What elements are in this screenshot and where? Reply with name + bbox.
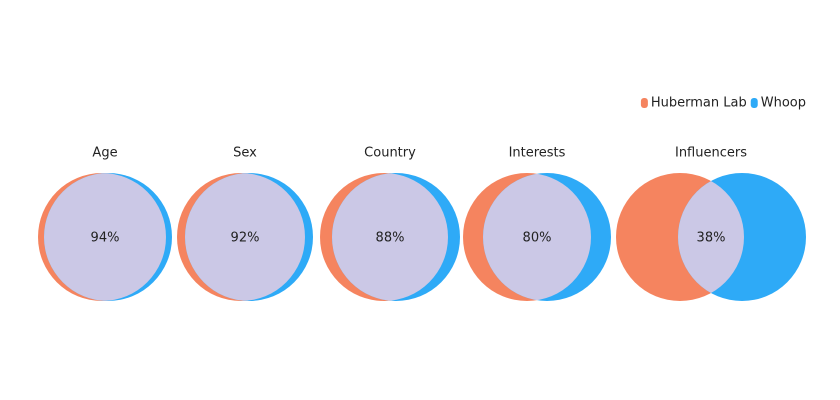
overlap: [185, 173, 305, 301]
category-label: Age: [92, 146, 117, 161]
value-label: 94%: [91, 231, 120, 246]
value-label: 88%: [376, 231, 405, 246]
overlap: [483, 173, 591, 301]
overlap: [332, 173, 448, 301]
value-label: 80%: [523, 231, 552, 246]
category-label: Influencers: [675, 146, 747, 161]
overlap: [44, 173, 166, 301]
category-label: Country: [364, 146, 416, 161]
overlap: [678, 173, 744, 301]
category-label: Sex: [233, 146, 257, 161]
legend-label: Huberman Lab: [651, 96, 747, 111]
legend-label: Whoop: [761, 96, 806, 111]
category-label: Interests: [509, 146, 566, 161]
legend-swatch: [640, 98, 648, 108]
legend-swatch: [750, 98, 758, 108]
value-label: 92%: [231, 231, 260, 246]
value-label: 38%: [697, 231, 726, 246]
